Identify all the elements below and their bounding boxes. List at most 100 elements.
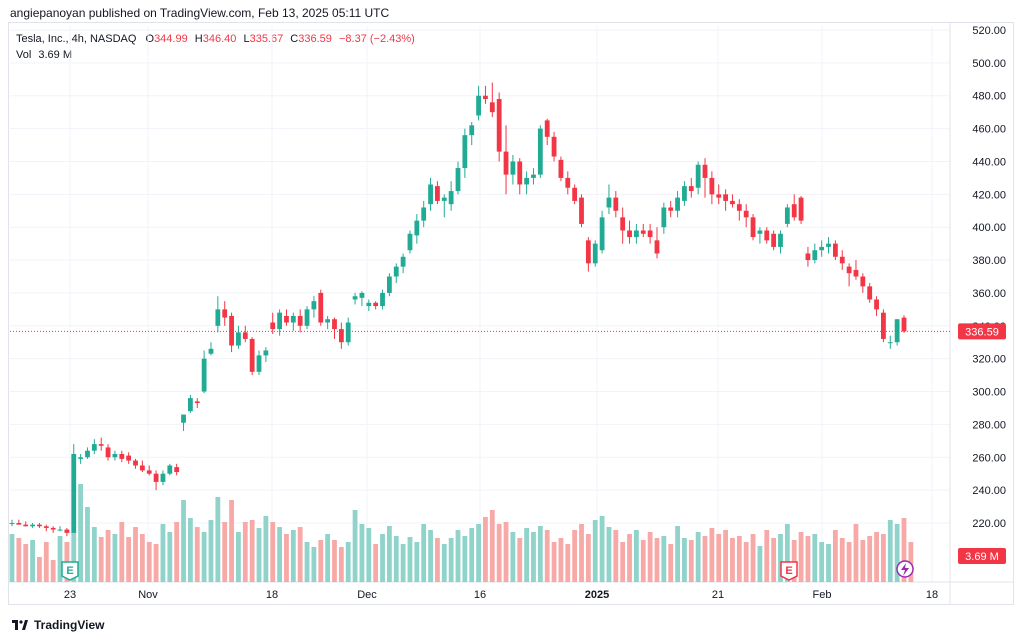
volume-bar (551, 542, 557, 582)
candle-body (30, 524, 35, 527)
candle-body (668, 207, 674, 211)
candle-body (208, 348, 214, 354)
legend-low-label: L (243, 33, 250, 45)
candle-body (126, 455, 132, 461)
y-tick-label: 420.00 (972, 189, 1006, 201)
earnings-marker-label: E (785, 565, 792, 577)
candle-body (579, 197, 584, 224)
candle-body (661, 207, 667, 228)
volume-bar (510, 532, 516, 582)
candle-body (585, 240, 591, 264)
volume-bar (661, 536, 667, 582)
volume-bar (489, 510, 495, 582)
volume-bar (853, 524, 859, 582)
volume-bar (702, 536, 708, 582)
candle-body (71, 453, 77, 533)
candle-body (85, 450, 90, 458)
candle-body (263, 350, 269, 356)
volume-bar (167, 532, 173, 582)
volume-bar (894, 524, 900, 582)
volume-bar (57, 536, 63, 582)
candle-body (510, 161, 516, 175)
volume-bar (654, 538, 660, 582)
volume-bar (386, 526, 392, 582)
last-price-badge (958, 323, 1006, 340)
legend-symbol: Tesla, Inc., 4h, NASDAQ (16, 33, 137, 45)
volume-bar (146, 542, 152, 582)
candle-body (297, 315, 303, 326)
candle-body (146, 470, 152, 474)
volume-bar (517, 538, 523, 582)
candle-body (778, 233, 783, 247)
volume-bar (332, 540, 337, 582)
candle-body (153, 473, 159, 482)
volume-bar (270, 522, 276, 582)
volume-bar (524, 528, 530, 582)
candle-body (421, 207, 427, 221)
volume-bar (201, 532, 207, 582)
candle-body (558, 159, 564, 178)
candle-body (229, 315, 234, 346)
candle-body (139, 465, 145, 471)
candle-body (798, 197, 804, 221)
candle-body (304, 309, 310, 326)
last-price-label: 336.59 (965, 326, 999, 338)
legend-low: 335.67 (249, 33, 284, 45)
volume-bar (558, 538, 564, 582)
x-tick-label: Nov (138, 589, 158, 601)
volume-bar (373, 544, 379, 582)
volume-bar (284, 534, 289, 582)
candle-body (627, 230, 632, 238)
volume-bar (187, 518, 193, 582)
volume-bar (222, 522, 228, 582)
candle-body (743, 210, 749, 218)
volume-bar (318, 540, 324, 582)
volume-bar (249, 520, 255, 582)
legend-high: 346.40 (202, 33, 237, 45)
candle-body (881, 312, 886, 339)
volume-badge (958, 548, 1006, 564)
x-tick-label: 16 (474, 589, 486, 601)
volume-bar (826, 544, 831, 582)
tradingview-logo-icon (12, 620, 28, 630)
volume-bar (414, 542, 420, 582)
candle-body (332, 319, 337, 330)
candle-body (222, 309, 228, 318)
volume-bar (37, 557, 42, 582)
y-tick-label: 280.00 (972, 419, 1006, 431)
candle-body (249, 338, 255, 372)
x-tick-label: 2025 (585, 589, 609, 601)
candle-body (242, 332, 248, 339)
volume-bar (771, 538, 777, 582)
volume-bar (229, 500, 234, 582)
candle-body (181, 414, 186, 423)
candle-body (901, 317, 907, 332)
volume-bar (503, 522, 509, 582)
volume-bar (743, 542, 749, 582)
candle-body (812, 250, 818, 261)
candle-body (517, 161, 523, 185)
volume-bar (263, 516, 269, 582)
volume-bar (675, 526, 680, 582)
candle-body (819, 246, 825, 251)
candle-body (284, 315, 289, 323)
volume-bar (236, 532, 241, 582)
volume-bar (194, 527, 200, 582)
y-tick-label: 440.00 (972, 156, 1006, 168)
volume-bar (805, 536, 811, 582)
volume-bar (338, 547, 344, 582)
lightning-icon (901, 563, 909, 576)
candle-body (91, 444, 97, 451)
x-tick-label: 23 (64, 589, 76, 601)
legend-high-label: H (194, 33, 203, 45)
candle-body (688, 186, 694, 192)
volume-bar (290, 530, 296, 582)
candle-body (750, 217, 756, 238)
y-tick-label: 300.00 (972, 387, 1006, 399)
volume-bar (181, 500, 186, 582)
candle-body (386, 276, 392, 293)
volume-bar (112, 534, 118, 582)
volume-bar (682, 538, 687, 582)
volume-bar (311, 547, 317, 582)
